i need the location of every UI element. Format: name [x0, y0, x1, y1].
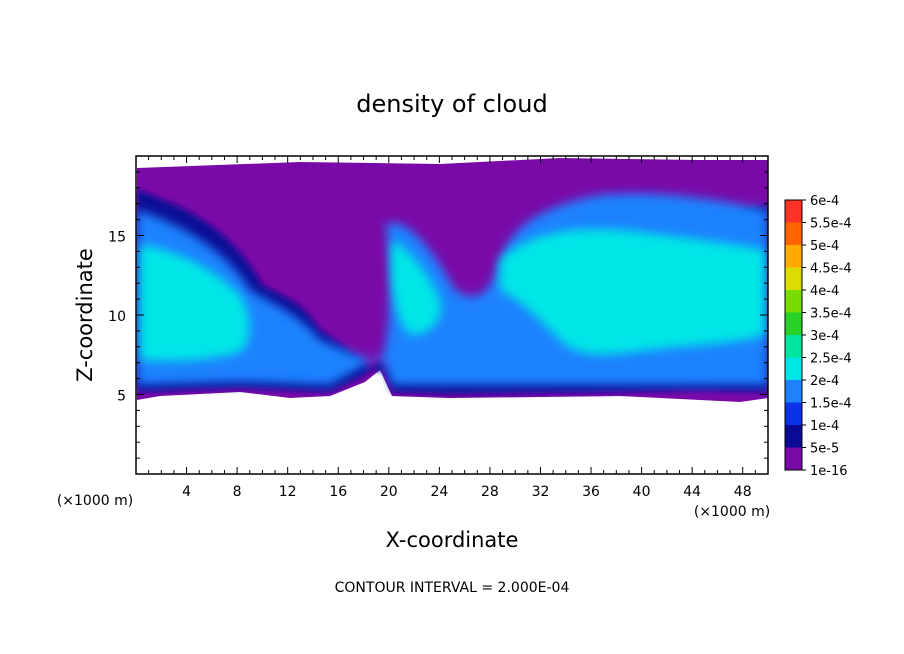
colorbar-label: 4e-4: [810, 284, 839, 299]
colorbar: 1e-16 5e-5 1e-4 1.5e-4 2e-4 2.5e-4 3e-4 3.5e-4 4…: [784, 194, 852, 479]
colorbar-segment: [785, 447, 802, 470]
colorbar-segment: [785, 200, 802, 223]
colorbar-label: 3.5e-4: [810, 307, 852, 322]
colorbar-label: 6e-4: [810, 194, 839, 209]
x-tick-label: 36: [582, 484, 600, 500]
x-unit-left: (×1000 m): [57, 493, 133, 509]
colorbar-segment: [785, 267, 802, 290]
x-axis-label: X-coordinate: [386, 528, 519, 552]
x-tick-label: 40: [633, 484, 651, 500]
colorbar-label: 4.5e-4: [810, 262, 852, 277]
colorbar-label: 2e-4: [810, 374, 839, 389]
x-unit-right: (×1000 m): [694, 504, 770, 520]
colorbar-segment: [785, 222, 802, 245]
x-tick-label: 44: [683, 484, 701, 500]
x-axis-ticks: 4 8 12 16 20 24 28 32 36 40 44 48: [148, 156, 756, 500]
colorbar-label: 5.5e-4: [810, 217, 852, 232]
x-tick-label: 16: [329, 484, 347, 500]
y-tick-label: 15: [108, 230, 126, 246]
colorbar-segment: [785, 380, 802, 403]
colorbar-label: 2.5e-4: [810, 352, 852, 367]
density-field: [136, 156, 768, 474]
y-axis-ticks: 5 10 15: [108, 171, 768, 459]
x-tick-label: 4: [182, 484, 191, 500]
colorbar-label: 3e-4: [810, 329, 839, 344]
colorbar-label: 5e-4: [810, 239, 839, 254]
x-tick-label: 24: [430, 484, 448, 500]
colorbar-label: 5e-5: [810, 442, 839, 457]
contour-interval-note: CONTOUR INTERVAL = 2.000E-04: [335, 580, 570, 596]
colorbar-label: 1e-4: [810, 419, 839, 434]
colorbar-label: 1e-16: [810, 464, 848, 479]
y-tick-label: 5: [117, 389, 126, 405]
cloud-region-cyan-mid: [390, 240, 441, 335]
colorbar-segment: [785, 425, 802, 448]
chart-title: density of cloud: [356, 90, 547, 118]
x-tick-label: 8: [233, 484, 242, 500]
colorbar-segment: [785, 402, 802, 425]
cloud-region-cyan-left: [140, 245, 250, 361]
colorbar-segment: [785, 357, 802, 380]
colorbar-segment: [785, 312, 802, 335]
x-tick-label: 12: [279, 484, 297, 500]
y-axis-label: Z-coordinate: [73, 248, 97, 382]
x-tick-label: 28: [481, 484, 499, 500]
x-tick-label: 32: [532, 484, 550, 500]
x-tick-label: 20: [380, 484, 398, 500]
colorbar-segment: [785, 335, 802, 358]
colorbar-label: 1.5e-4: [810, 397, 852, 412]
y-tick-label: 10: [108, 309, 126, 325]
colorbar-segment: [785, 245, 802, 268]
x-tick-label: 48: [734, 484, 752, 500]
cloud-region-cyan-right: [500, 229, 765, 355]
colorbar-segment: [785, 290, 802, 313]
